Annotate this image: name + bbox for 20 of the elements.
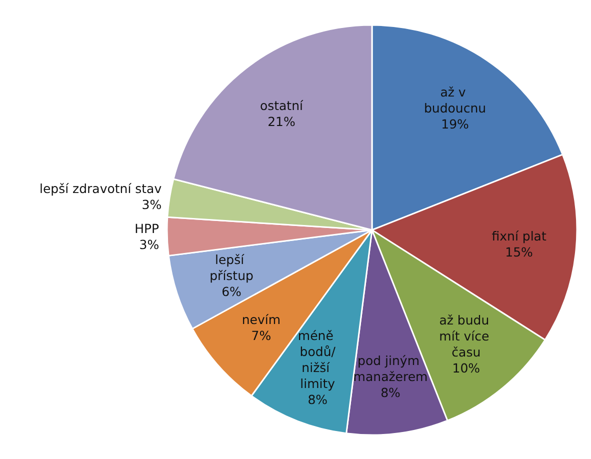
slice-label: fixní plat: [492, 228, 546, 244]
slice-label: lepší přístup: [210, 252, 254, 284]
data-label: 8%: [308, 392, 328, 407]
data-label: 3%: [139, 237, 160, 252]
slice-label: lepší zdravotní stav: [39, 181, 162, 196]
data-label: 8%: [380, 385, 401, 400]
slice-label: ostatní: [260, 98, 304, 113]
data-label: 7%: [251, 328, 272, 344]
slice-label: HPP: [134, 221, 160, 236]
data-label: 19%: [441, 116, 470, 132]
slice-label: méně bodů/nižší limity: [298, 328, 338, 391]
slice-label: až v budoucnu: [424, 84, 486, 116]
data-label: 21%: [268, 114, 296, 129]
slice-label: pod jiným manažerem: [353, 353, 428, 384]
slice-label: nevím: [242, 312, 281, 328]
data-label: 3%: [142, 197, 162, 212]
data-label: 10%: [452, 360, 480, 376]
slice-label: až budu mít více času: [439, 312, 494, 360]
data-label: 15%: [505, 244, 534, 260]
data-label: 6%: [222, 284, 242, 300]
